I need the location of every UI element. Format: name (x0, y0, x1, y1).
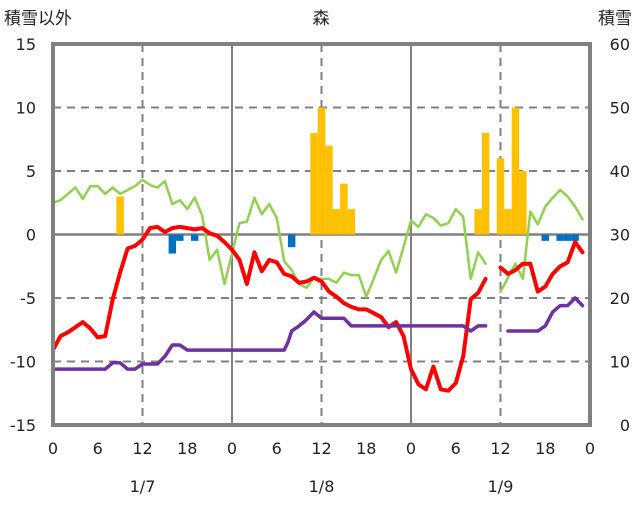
bar-positive (116, 196, 124, 235)
bar-positive (325, 145, 333, 235)
bar-positive (332, 209, 341, 235)
x-tick-label: 18 (177, 439, 197, 458)
bar-negative (563, 234, 572, 241)
right-tick-label: 0 (620, 416, 630, 435)
date-label: 1/7 (130, 477, 156, 496)
series-line-green (51, 178, 584, 298)
bar-negative (168, 234, 177, 254)
right-tick-label: 30 (610, 226, 630, 245)
bar-negative (190, 234, 199, 241)
date-label: 1/8 (309, 477, 335, 496)
bar-positive (519, 171, 527, 235)
series-line-red (51, 224, 585, 393)
bar-negative (556, 234, 564, 241)
x-tick-label: 18 (356, 439, 376, 458)
right-tick-label: 10 (610, 353, 630, 372)
bar-positive (317, 107, 326, 235)
left-tick-label: -15 (10, 416, 36, 435)
series-lines (51, 178, 585, 393)
left-tick-label: 0 (26, 226, 36, 245)
chart-title: 森 (313, 9, 330, 29)
left-tick-label: 15 (16, 35, 36, 54)
x-tick-label: 0 (48, 439, 58, 458)
left-axis-title: 積雪以外 (4, 9, 72, 29)
right-tick-label: 50 (610, 99, 630, 118)
x-tick-label: 18 (535, 439, 555, 458)
left-tick-label: -5 (20, 289, 36, 308)
x-tick-label: 0 (227, 439, 237, 458)
bar-negative (176, 234, 184, 241)
x-tick-label: 0 (585, 439, 595, 458)
plot-frame (51, 42, 592, 427)
x-tick-label: 0 (406, 439, 416, 458)
right-tick-label: 40 (610, 162, 630, 181)
x-tick-label: 6 (272, 439, 282, 458)
bar-positive (474, 209, 482, 235)
bar-negative (287, 234, 296, 248)
x-tick-label: 12 (490, 439, 510, 458)
x-tick-label: 12 (311, 439, 331, 458)
right-tick-label: 60 (610, 35, 630, 54)
left-tick-label: 5 (26, 162, 36, 181)
series-line-purple (51, 296, 585, 371)
bar-negative (541, 234, 549, 241)
bar-negative (571, 234, 579, 241)
right-tick-label: 20 (610, 289, 630, 308)
bar-positive (496, 158, 505, 235)
x-tick-label: 12 (132, 439, 152, 458)
bar-positive (347, 209, 356, 235)
bar-positive (310, 132, 318, 235)
x-tick-label: 6 (93, 439, 103, 458)
bars (116, 107, 579, 254)
x-tick-label: 6 (451, 439, 461, 458)
bar-positive (504, 209, 512, 235)
right-axis-title: 積雪 (598, 9, 632, 29)
left-tick-label: -10 (10, 353, 36, 372)
bar-positive (481, 132, 490, 235)
date-label: 1/9 (488, 477, 514, 496)
bar-positive (511, 107, 520, 235)
bar-positive (340, 183, 348, 235)
left-tick-label: 10 (16, 99, 36, 118)
